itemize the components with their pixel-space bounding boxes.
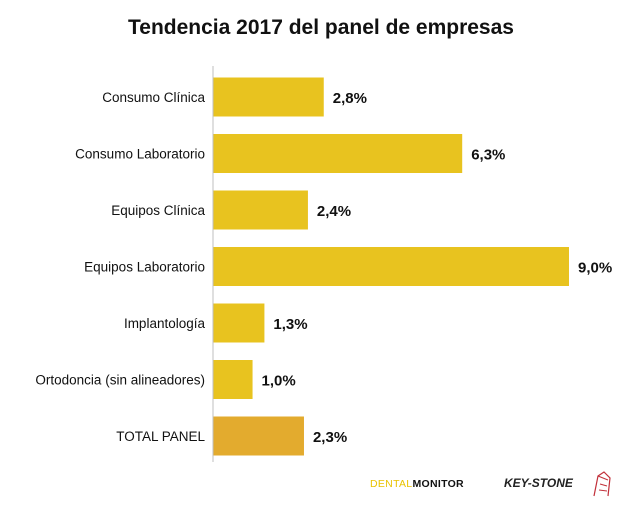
bar-6	[213, 416, 304, 456]
dental-monitor-logo-part2: MONITOR	[412, 478, 464, 490]
category-label-0: Consumo Clínica	[102, 90, 205, 105]
keystone-logo: KEY-STONE	[504, 476, 573, 490]
category-label-4: Implantología	[124, 316, 206, 331]
bar-1	[213, 134, 463, 173]
bar-2	[213, 190, 308, 230]
bar-0	[213, 77, 324, 117]
value-label-0: 2,8%	[333, 90, 367, 107]
value-label-5: 1,0%	[262, 373, 296, 390]
bar-4	[213, 303, 265, 343]
bars-layer: Consumo Clínica 2,8% Consumo Laboratorio 6,…	[35, 77, 612, 456]
value-label-3: 9,0%	[578, 260, 612, 277]
dental-monitor-logo: DENTALMONITOR	[370, 478, 464, 490]
value-label-1: 6,3%	[471, 147, 505, 164]
category-label-2: Equipos Clínica	[111, 203, 205, 218]
bar-3	[213, 247, 569, 286]
bar-5	[213, 360, 253, 399]
category-label-5: Ortodoncia (sin alineadores)	[35, 373, 205, 388]
value-label-6: 2,3%	[313, 429, 347, 446]
category-label-3: Equipos Laboratorio	[84, 260, 205, 275]
category-label-6: TOTAL PANEL	[116, 429, 205, 444]
dental-monitor-logo-part1: DENTAL	[370, 478, 413, 490]
building-sketch-icon	[593, 471, 611, 497]
logos: DENTALMONITOR KEY-STONE	[370, 470, 632, 500]
category-label-1: Consumo Laboratorio	[75, 147, 205, 162]
value-label-4: 1,3%	[273, 316, 307, 333]
value-label-2: 2,4%	[317, 203, 351, 220]
chart-title: Tendencia 2017 del panel de empresas	[128, 16, 514, 39]
